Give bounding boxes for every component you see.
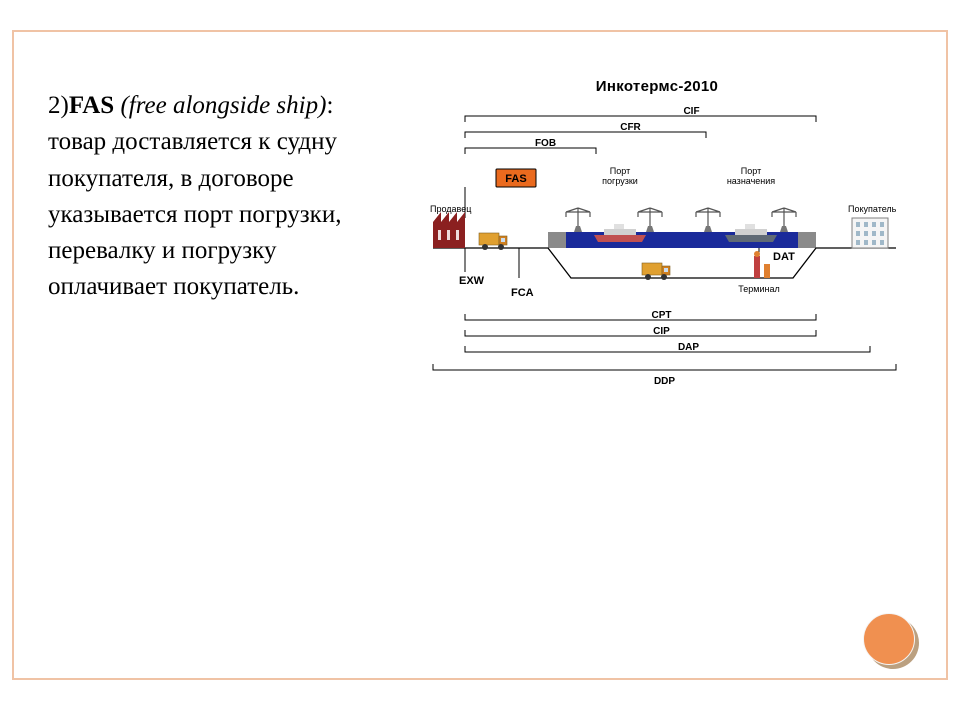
svg-text:Продавец: Продавец [430, 204, 471, 214]
incoterms-diagram: Инкотермс-2010 [398, 78, 916, 408]
svg-text:DDP: DDP [654, 376, 675, 387]
svg-text:EXW: EXW [459, 275, 485, 287]
diagram-svg: FAS CIFCFRFOBПортпогрузкиПортназначенияП… [398, 102, 916, 407]
svg-text:FOB: FOB [535, 138, 556, 149]
svg-text:Порт: Порт [741, 166, 761, 176]
svg-text:CIP: CIP [653, 326, 670, 337]
diagram-title: Инкотермс-2010 [398, 78, 916, 95]
text-bold: FAS [69, 92, 114, 119]
circle-main [863, 613, 915, 665]
text-italic: (free alongside ship) [114, 92, 326, 119]
svg-text:Покупатель: Покупатель [848, 204, 897, 214]
svg-text:FAS: FAS [505, 173, 526, 185]
text-rest: : товар доставляется к судну покупателя,… [48, 92, 341, 300]
description-text: 2)FAS (free alongside ship): товар доста… [48, 88, 388, 306]
svg-text:FCA: FCA [511, 287, 534, 299]
svg-text:CIF: CIF [683, 106, 699, 117]
svg-text:Терминал: Терминал [738, 284, 779, 294]
svg-text:CPT: CPT [652, 310, 672, 321]
decorative-circle [863, 613, 915, 665]
text-prefix: 2) [48, 92, 69, 119]
svg-text:CFR: CFR [620, 122, 641, 133]
svg-text:DAP: DAP [678, 342, 699, 353]
svg-text:назначения: назначения [727, 176, 775, 186]
svg-text:погрузки: погрузки [602, 176, 638, 186]
svg-text:Порт: Порт [610, 166, 630, 176]
svg-text:DAT: DAT [773, 251, 795, 263]
